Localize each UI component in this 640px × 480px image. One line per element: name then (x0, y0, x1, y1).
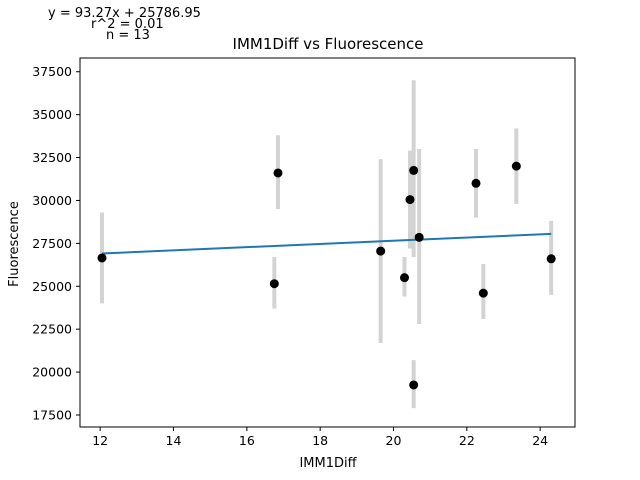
y-tick-label-3: 25000 (32, 279, 72, 294)
y-tick-label-0: 17500 (32, 407, 72, 422)
data-point-2 (273, 168, 283, 178)
data-point-1 (269, 279, 279, 289)
data-point-11 (511, 161, 521, 171)
x-tick-label-4: 20 (386, 433, 402, 448)
y-tick-label-6: 32500 (32, 150, 72, 165)
y-tick-label-5: 30000 (32, 193, 72, 208)
y-tick-label-1: 20000 (32, 365, 72, 380)
plot-frame (79, 57, 576, 428)
x-tick-label-0: 12 (92, 433, 108, 448)
data-point-3 (376, 246, 386, 256)
data-point-10 (478, 288, 488, 298)
data-point-6 (409, 165, 419, 175)
x-tick-label-1: 14 (166, 433, 182, 448)
y-tick-label-4: 27500 (32, 236, 72, 251)
r-squared-annotation: r^2 = 0.01 (91, 17, 164, 32)
x-axis-ticks: 12 14 16 18 20 22 24 (92, 427, 548, 448)
data-point-9 (471, 178, 481, 188)
sample-count-annotation: n = 13 (106, 28, 150, 43)
y-axis-ticks: 17500 20000 22500 25000 27500 30000 32500 35000… (32, 64, 80, 422)
chart-title: IMM1Diff vs Fluorescence (233, 35, 424, 53)
x-tick-label-5: 22 (459, 433, 475, 448)
fit-line-group (101, 232, 552, 255)
data-point-5 (405, 195, 415, 205)
x-axis-label: IMM1Diff (299, 456, 357, 471)
fit-line (101, 232, 552, 255)
data-point-12 (546, 254, 556, 264)
fit-equation-annotation: y = 93.27x + 25786.95 (48, 6, 201, 21)
y-tick-label-8: 37500 (32, 64, 72, 79)
data-point-8 (414, 232, 424, 242)
y-axis-label: Fluorescence (7, 201, 22, 287)
data-points (97, 161, 556, 390)
data-point-4 (400, 273, 409, 283)
data-point-7 (409, 380, 419, 390)
x-tick-label-2: 16 (239, 433, 255, 448)
x-tick-label-6: 24 (532, 433, 548, 448)
y-tick-label-7: 35000 (32, 107, 72, 122)
y-tick-label-2: 22500 (32, 322, 72, 337)
x-tick-label-3: 18 (312, 433, 328, 448)
data-point-0 (97, 253, 107, 263)
